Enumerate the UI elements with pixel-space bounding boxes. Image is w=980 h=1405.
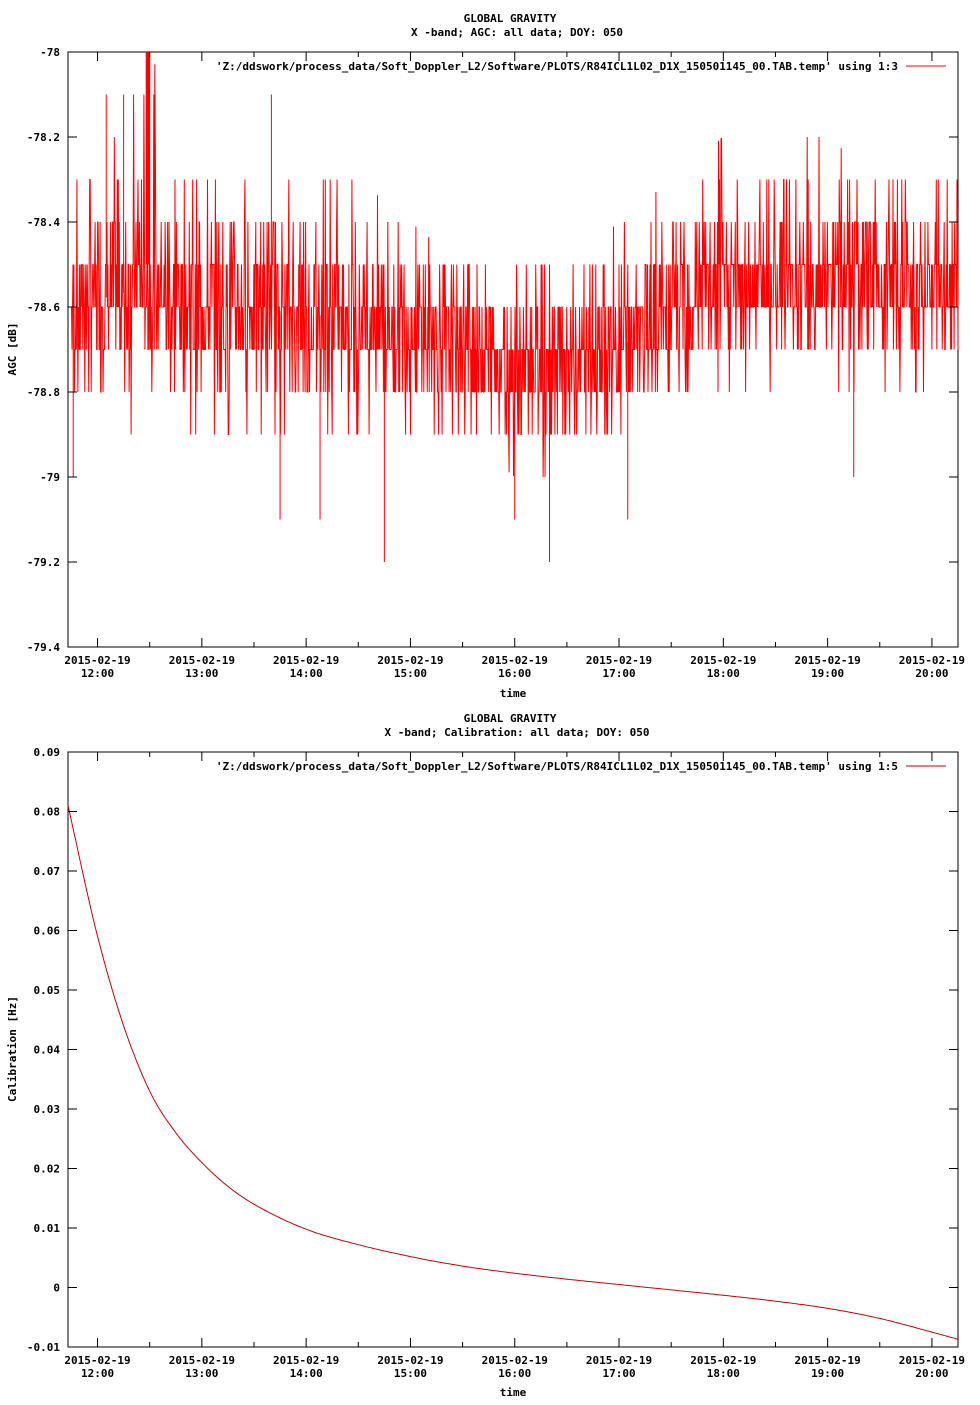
y-tick-label: -79.2	[27, 556, 60, 569]
y-tick-label: 0.02	[34, 1163, 61, 1176]
x-tick-label-date: 2015-02-19	[169, 1354, 235, 1367]
y-axis-label: Calibration [Hz]	[6, 996, 19, 1102]
x-tick-label-date: 2015-02-19	[273, 1354, 339, 1367]
x-tick-label-date: 2015-02-19	[690, 1354, 756, 1367]
y-axis-label: AGC [dB]	[6, 323, 19, 376]
x-tick-label-date: 2015-02-19	[377, 1354, 443, 1367]
x-tick-label-time: 20:00	[915, 667, 948, 680]
x-tick-label-time: 17:00	[602, 667, 635, 680]
chart-title: GLOBAL GRAVITY	[464, 12, 557, 25]
legend-label: 'Z:/ddswork/process_data/Soft_Doppler_L2…	[216, 60, 898, 73]
x-tick-label-date: 2015-02-19	[899, 654, 965, 667]
x-tick-label-time: 14:00	[290, 667, 323, 680]
x-tick-label-date: 2015-02-19	[64, 1354, 130, 1367]
x-axis-label: time	[500, 1386, 527, 1399]
x-tick-label-time: 16:00	[498, 667, 531, 680]
x-tick-label-time: 17:00	[602, 1367, 635, 1380]
y-tick-label: -78.6	[27, 301, 60, 314]
x-tick-label-time: 13:00	[185, 1367, 218, 1380]
y-tick-label: 0.09	[34, 746, 61, 759]
y-tick-label: 0.01	[34, 1222, 61, 1235]
y-tick-label: 0.07	[34, 865, 61, 878]
x-tick-label-time: 13:00	[185, 667, 218, 680]
x-tick-label-date: 2015-02-19	[586, 654, 652, 667]
x-tick-label-date: 2015-02-19	[690, 654, 756, 667]
x-tick-label-date: 2015-02-19	[795, 654, 861, 667]
series-line	[67, 805, 959, 1340]
x-tick-label-time: 15:00	[394, 667, 427, 680]
series-group	[71, 52, 959, 562]
axes-group: -78 -78.2 -78.4 -78.6 -78.8 -79 -79.2 -79.4 2015…	[27, 46, 965, 680]
plot-frame	[67, 751, 959, 1348]
agc-chart: GLOBAL GRAVITY X -band; AGC: all data; D…	[6, 12, 965, 700]
x-tick-label-time: 19:00	[811, 667, 844, 680]
x-tick-label-date: 2015-02-19	[899, 1354, 965, 1367]
y-tick-label: -79.4	[27, 641, 60, 654]
x-tick-label-time: 14:00	[290, 1367, 323, 1380]
y-tick-label: 0.05	[34, 984, 61, 997]
x-tick-label-time: 19:00	[811, 1367, 844, 1380]
x-tick-label-date: 2015-02-19	[795, 1354, 861, 1367]
x-tick-label-time: 20:00	[915, 1367, 948, 1380]
axes-group: 0.09 0.08 0.07 0.06 0.05 0.04 0.03 0.02 0.01 0 -0.…	[27, 746, 965, 1380]
x-tick-label-date: 2015-02-19	[377, 654, 443, 667]
y-tick-label: 0	[53, 1282, 60, 1295]
x-tick-label-date: 2015-02-19	[482, 1354, 548, 1367]
y-tick-label: 0.04	[34, 1044, 61, 1057]
x-tick-label-date: 2015-02-19	[64, 654, 130, 667]
x-tick-label-time: 18:00	[707, 1367, 740, 1380]
y-tick-label: -78.8	[27, 386, 60, 399]
x-axis-label: time	[500, 687, 527, 700]
y-tick-label: -0.01	[27, 1341, 60, 1354]
x-tick-label-time: 12:00	[81, 667, 114, 680]
x-tick-label-date: 2015-02-19	[586, 1354, 652, 1367]
x-tick-label-date: 2015-02-19	[273, 654, 339, 667]
x-tick-label-time: 18:00	[707, 667, 740, 680]
y-tick-label: 0.03	[34, 1103, 61, 1116]
y-tick-label: 0.08	[34, 806, 61, 819]
x-tick-label-date: 2015-02-19	[169, 654, 235, 667]
y-tick-label: -78.2	[27, 131, 60, 144]
chart-subtitle: X -band; Calibration: all data; DOY: 050	[385, 726, 650, 739]
y-tick-label: -79	[40, 471, 60, 484]
chart-title: GLOBAL GRAVITY	[464, 712, 557, 725]
x-tick-label-time: 15:00	[394, 1367, 427, 1380]
chart-subtitle: X -band; AGC: all data; DOY: 050	[411, 26, 623, 39]
x-tick-label-time: 16:00	[498, 1367, 531, 1380]
y-tick-label: -78.4	[27, 216, 60, 229]
legend-label: 'Z:/ddswork/process_data/Soft_Doppler_L2…	[216, 760, 898, 773]
y-tick-label: 0.06	[34, 925, 61, 938]
series-line	[71, 64, 959, 478]
series-group	[67, 805, 959, 1340]
y-tick-label: -78	[40, 46, 60, 59]
x-tick-label-time: 12:00	[81, 1367, 114, 1380]
x-tick-label-date: 2015-02-19	[482, 654, 548, 667]
calibration-chart: GLOBAL GRAVITY X -band; Calibration: all…	[6, 712, 965, 1399]
